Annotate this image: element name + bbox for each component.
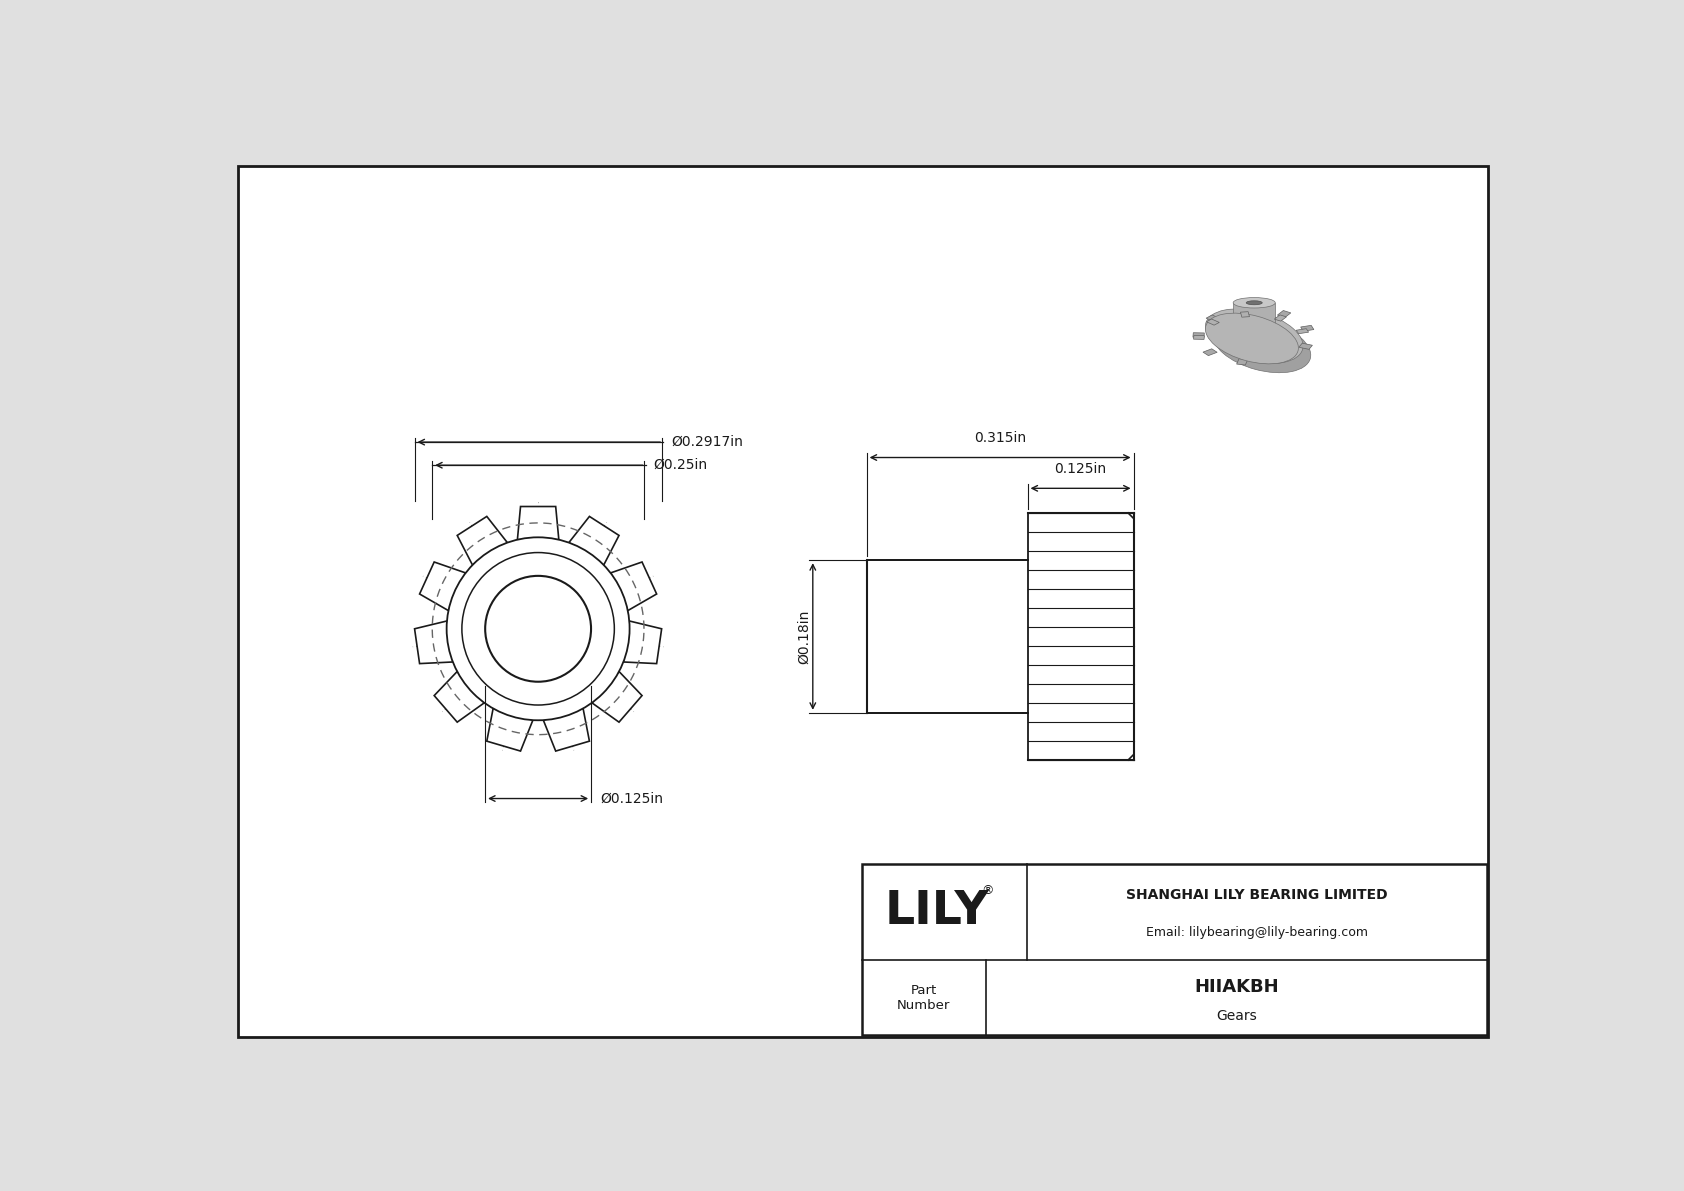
Text: Ø0.18in: Ø0.18in xyxy=(797,610,810,663)
Polygon shape xyxy=(1241,312,1250,317)
Bar xyxy=(862,863,1487,1035)
Ellipse shape xyxy=(1212,318,1310,373)
Ellipse shape xyxy=(1233,298,1275,308)
Ellipse shape xyxy=(1246,301,1263,305)
Polygon shape xyxy=(611,562,657,611)
Text: SHANGHAI LILY BEARING LIMITED: SHANGHAI LILY BEARING LIMITED xyxy=(1127,888,1388,903)
Polygon shape xyxy=(517,506,559,540)
Text: HIIAKBH: HIIAKBH xyxy=(1194,978,1278,996)
Text: 0.125in: 0.125in xyxy=(1054,462,1106,476)
Ellipse shape xyxy=(1233,331,1275,342)
Polygon shape xyxy=(544,709,589,752)
Polygon shape xyxy=(1298,343,1312,349)
Polygon shape xyxy=(1278,311,1292,318)
Text: ®: ® xyxy=(982,884,994,897)
Polygon shape xyxy=(1241,307,1253,313)
Polygon shape xyxy=(1194,336,1204,339)
Circle shape xyxy=(461,553,615,705)
Polygon shape xyxy=(1297,329,1308,333)
Bar xyxy=(1233,303,1275,336)
Text: Gears: Gears xyxy=(1216,1009,1256,1023)
Polygon shape xyxy=(1236,358,1248,364)
Polygon shape xyxy=(1275,314,1287,322)
Polygon shape xyxy=(569,517,620,565)
Text: Ø0.2917in: Ø0.2917in xyxy=(670,435,743,449)
Polygon shape xyxy=(1206,319,1219,325)
Text: 0.315in: 0.315in xyxy=(973,431,1026,445)
Polygon shape xyxy=(419,562,466,611)
Circle shape xyxy=(402,494,674,763)
Text: Ø0.25in: Ø0.25in xyxy=(653,459,707,472)
Polygon shape xyxy=(1206,314,1221,322)
Polygon shape xyxy=(414,621,453,663)
Bar xyxy=(867,560,1027,712)
Polygon shape xyxy=(1300,325,1314,331)
Polygon shape xyxy=(591,672,642,722)
Text: Email: lilybearing@lily-bearing.com: Email: lilybearing@lily-bearing.com xyxy=(1145,927,1367,940)
Text: Part
Number: Part Number xyxy=(898,984,950,1011)
Polygon shape xyxy=(1273,356,1287,363)
Polygon shape xyxy=(623,621,662,663)
Polygon shape xyxy=(458,517,507,565)
Text: LILY: LILY xyxy=(884,890,989,934)
Polygon shape xyxy=(434,672,485,722)
Bar xyxy=(859,505,1142,768)
Polygon shape xyxy=(487,709,532,752)
Ellipse shape xyxy=(1206,308,1303,363)
Text: Ø0.125in: Ø0.125in xyxy=(600,792,663,805)
Ellipse shape xyxy=(1206,313,1298,363)
Circle shape xyxy=(446,537,630,721)
Circle shape xyxy=(485,576,591,681)
Polygon shape xyxy=(1192,332,1204,337)
Polygon shape xyxy=(1202,349,1218,356)
